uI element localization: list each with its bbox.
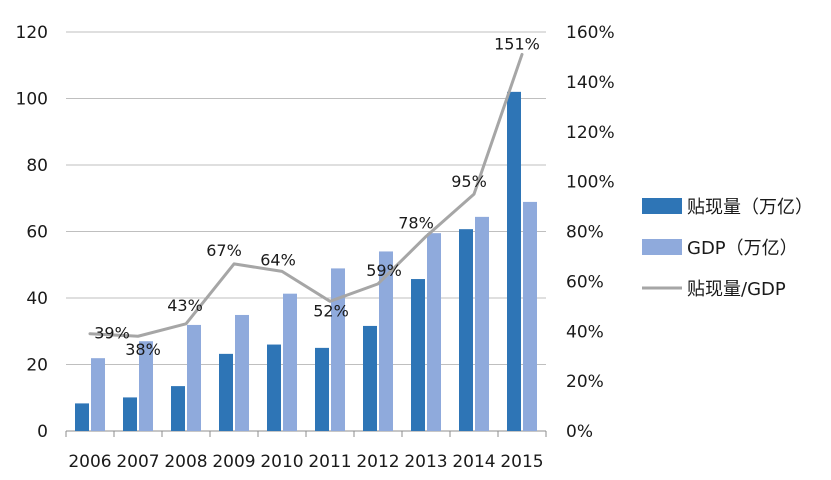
ratio-data-label: 78% — [398, 213, 434, 232]
gdp-bar — [235, 314, 249, 431]
left-axis-tick-label: 20 — [26, 356, 48, 376]
discount-volume-bar — [75, 403, 89, 431]
x-axis-tick-label: 2012 — [356, 452, 399, 472]
right-axis-tick-label: 80% — [566, 223, 604, 243]
discount-volume-bar — [411, 279, 425, 431]
axes: 0 20 40 60 80 100 120 0% 20% 40% 60% 80% 100% 120% 140… — [16, 23, 615, 472]
gdp-bar — [187, 324, 201, 431]
discount-volume-bar — [507, 91, 521, 431]
x-axis-tick-label: 2014 — [452, 452, 495, 472]
ratio-data-label: 67% — [206, 241, 242, 260]
left-axis-tick-label: 100 — [16, 90, 48, 110]
gdp-bar — [475, 216, 489, 431]
discount-volume-bar — [315, 347, 329, 431]
right-axis-tick-label: 60% — [566, 272, 604, 292]
left-axis-tick-label: 40 — [26, 289, 48, 309]
x-axis-tick-label: 2007 — [116, 452, 159, 472]
right-axis-tick-label: 120% — [566, 123, 615, 143]
gridlines — [66, 31, 546, 432]
discount-volume-bar — [459, 229, 473, 431]
x-axis-tick-label: 2008 — [164, 452, 207, 472]
x-axis-tick-label: 2015 — [500, 452, 543, 472]
ratio-data-label: 64% — [260, 250, 296, 269]
gdp-bar — [523, 201, 537, 431]
discount-volume-bar — [219, 353, 233, 431]
left-axis-tick-label: 120 — [16, 23, 48, 43]
discount-volume-bar — [363, 325, 377, 431]
data-labels: 39%38% 43% 67% 64% 52% 59% 78% 95% 151% — [94, 34, 540, 359]
x-axis-tick-label: 2013 — [404, 452, 447, 472]
right-axis-tick-label: 160% — [566, 23, 615, 43]
legend-label: GDP（万亿） — [687, 238, 798, 259]
line-layer — [88, 52, 524, 338]
ratio-data-label: 151% — [494, 34, 540, 53]
gdp-bar — [427, 233, 441, 431]
x-axis-tick-label: 2010 — [260, 452, 303, 472]
discount-volume-bar — [171, 386, 185, 431]
discount-volume-bar — [123, 397, 137, 431]
x-axis-tick-label: 2006 — [68, 452, 111, 472]
gdp-bar — [139, 341, 153, 431]
legend-swatch-gdp — [642, 239, 682, 255]
ratio-data-label: 39% — [94, 324, 130, 343]
bar-layer — [75, 91, 537, 431]
gdp-bar — [379, 251, 393, 431]
right-axis-tick-label: 40% — [566, 322, 604, 342]
legend-label: 贴现量（万亿） — [687, 197, 813, 218]
gdp-bar — [91, 358, 105, 431]
ratio-line — [88, 52, 524, 338]
right-axis-tick-label: 20% — [566, 372, 604, 392]
discount-volume-bar — [267, 344, 281, 431]
x-axis-tick-label: 2009 — [212, 452, 255, 472]
x-axis-tick-label: 2011 — [308, 452, 351, 472]
ratio-data-label: 59% — [366, 261, 402, 280]
left-axis-tick-label: 0 — [37, 422, 48, 442]
ratio-data-label: 38% — [125, 340, 161, 359]
gdp-bar — [331, 268, 345, 431]
right-axis-tick-label: 0% — [566, 422, 593, 442]
ratio-data-label: 95% — [451, 172, 487, 191]
ratio-data-label: 52% — [313, 301, 349, 320]
legend-label: 贴现量/GDP — [687, 279, 786, 300]
ratio-data-label: 43% — [167, 296, 203, 315]
gdp-bar — [283, 293, 297, 431]
legend: 贴现量（万亿） GDP（万亿） 贴现量/GDP — [642, 197, 813, 300]
left-axis-tick-label: 60 — [26, 223, 48, 243]
right-axis-tick-label: 100% — [566, 173, 615, 193]
legend-swatch-discount — [642, 198, 682, 214]
left-axis-tick-label: 80 — [26, 156, 48, 176]
right-axis-tick-label: 140% — [566, 73, 615, 93]
